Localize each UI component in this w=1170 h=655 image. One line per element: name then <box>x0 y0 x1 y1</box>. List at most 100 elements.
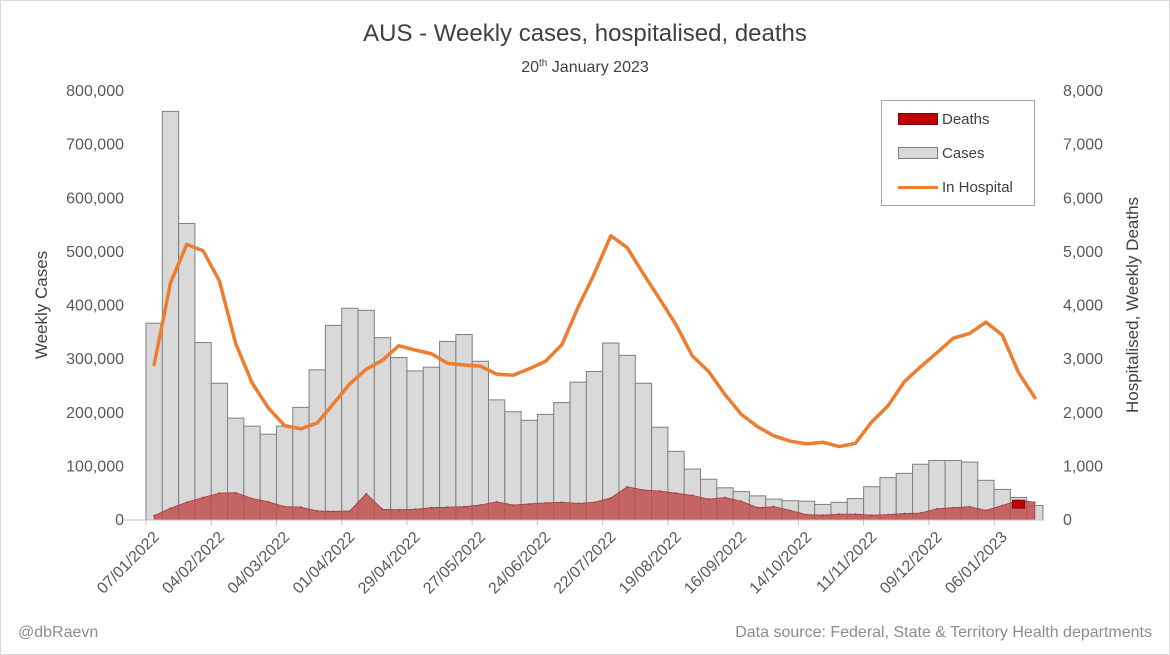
deaths-point <box>691 494 694 497</box>
deaths-point <box>642 489 645 491</box>
subtitle-day: 20 <box>521 59 540 76</box>
deaths-point <box>577 502 580 505</box>
x-tick-label: 01/04/2022 <box>290 529 359 598</box>
hospital-point <box>887 404 890 407</box>
deaths-point <box>316 509 319 512</box>
cases-bar <box>390 357 408 521</box>
cases-bar <box>602 342 620 521</box>
hospital-point <box>479 365 482 368</box>
y-right-tick-label: 5,000 <box>1063 244 1103 261</box>
chart-title: AUS - Weekly cases, hospitalised, deaths <box>363 20 807 47</box>
deaths-point <box>446 506 449 509</box>
y-right-tick-label: 7,000 <box>1063 137 1103 154</box>
deaths-point <box>805 513 808 516</box>
hospital-point <box>153 363 156 366</box>
deaths-point <box>903 512 906 515</box>
hospital-point <box>299 427 302 430</box>
hospital-point <box>805 442 808 445</box>
deaths-point <box>397 508 400 511</box>
y-left-tick-label: 100,000 <box>66 458 124 475</box>
hospital-point <box>234 342 237 345</box>
deaths-point <box>348 509 351 512</box>
cases-bar <box>357 309 375 521</box>
hospital-point <box>430 352 433 355</box>
hospital-point <box>397 344 400 347</box>
hospital-point <box>642 272 645 275</box>
hospital-point <box>267 406 270 409</box>
deaths-point <box>234 491 237 494</box>
hospital-point <box>919 365 922 368</box>
y-left-tick-label: 800,000 <box>66 83 124 100</box>
y-right-tick-label: 0 <box>1063 512 1072 529</box>
deaths-point <box>495 500 498 503</box>
x-tick-label: 11/11/2022 <box>813 529 880 596</box>
hospital-point <box>544 360 547 363</box>
deaths-point <box>1033 501 1036 504</box>
deaths-point <box>528 503 531 505</box>
cases-bar <box>585 370 604 521</box>
deaths-point <box>952 506 955 509</box>
x-tick-label: 14/10/2022 <box>747 529 816 598</box>
hospital-point <box>838 445 841 448</box>
y-right-axis-title: Hospitalised, Weekly Deaths <box>1123 197 1142 413</box>
deaths-point <box>789 509 792 512</box>
hospital-point <box>463 364 466 367</box>
x-tick-label: 09/12/2022 <box>877 529 946 598</box>
legend-item-cases: Cases <box>898 143 985 163</box>
hospital-point <box>609 234 612 237</box>
deaths-point <box>707 498 710 500</box>
hospital-point <box>332 402 335 405</box>
y-right-tick-label: 8,000 <box>1063 83 1103 100</box>
deaths-point <box>153 514 156 517</box>
deaths-point <box>300 506 302 509</box>
hospital-point <box>381 359 384 362</box>
y-right-tick-label: 6,000 <box>1063 190 1103 207</box>
legend: Deaths Cases In Hospital <box>881 100 1035 206</box>
deaths-area <box>153 486 1036 521</box>
subtitle-month-year: January 2023 <box>547 59 649 76</box>
x-tick-label: 19/08/2022 <box>616 529 685 598</box>
hospital-point <box>935 351 938 354</box>
legend-label-cases: Cases <box>942 144 985 162</box>
hospital-point <box>283 424 286 427</box>
legend-label-deaths: Deaths <box>942 110 990 128</box>
y-left-tick-label: 200,000 <box>66 405 124 422</box>
deaths-point <box>658 490 661 492</box>
hospital-point <box>968 332 971 335</box>
cases-bar <box>178 222 196 521</box>
hospital-point <box>528 367 531 370</box>
deaths-point <box>985 509 987 512</box>
deaths-point <box>512 504 514 506</box>
x-tick-label: 27/05/2022 <box>420 529 489 598</box>
hospital-point <box>789 440 792 443</box>
hospital-point <box>365 368 368 371</box>
cases-bar <box>145 322 163 521</box>
y-right-tick-label: 2,000 <box>1063 405 1103 422</box>
cases-bar <box>406 370 424 521</box>
cases-bar <box>439 340 457 521</box>
hospital-point <box>952 337 955 340</box>
cases-bar <box>471 360 489 521</box>
x-tick-label: 04/02/2022 <box>159 529 228 598</box>
deaths-point <box>626 485 629 488</box>
deaths-point <box>740 500 743 503</box>
x-tick-label: 04/03/2022 <box>225 529 294 598</box>
hospital-point <box>626 246 629 249</box>
author-handle: @dbRaevn <box>18 624 99 641</box>
hospital-point <box>756 425 759 428</box>
hospital-point <box>218 279 221 282</box>
legend-item-hospital: In Hospital <box>898 177 1013 197</box>
hospital-point <box>1001 333 1004 336</box>
y-right-tick-label: 1,000 <box>1063 458 1103 475</box>
deaths-point <box>169 507 172 510</box>
deaths-point <box>936 507 938 510</box>
data-source-note: Data source: Federal, State & Territory … <box>735 624 1152 641</box>
deaths-latest-marker <box>1011 499 1026 509</box>
deaths-point <box>773 505 775 508</box>
cases-bar <box>324 324 343 521</box>
deaths-point <box>919 512 922 514</box>
cases-bar <box>879 477 897 521</box>
hospital-point <box>821 441 824 444</box>
subtitle-ordinal: th <box>539 58 548 69</box>
